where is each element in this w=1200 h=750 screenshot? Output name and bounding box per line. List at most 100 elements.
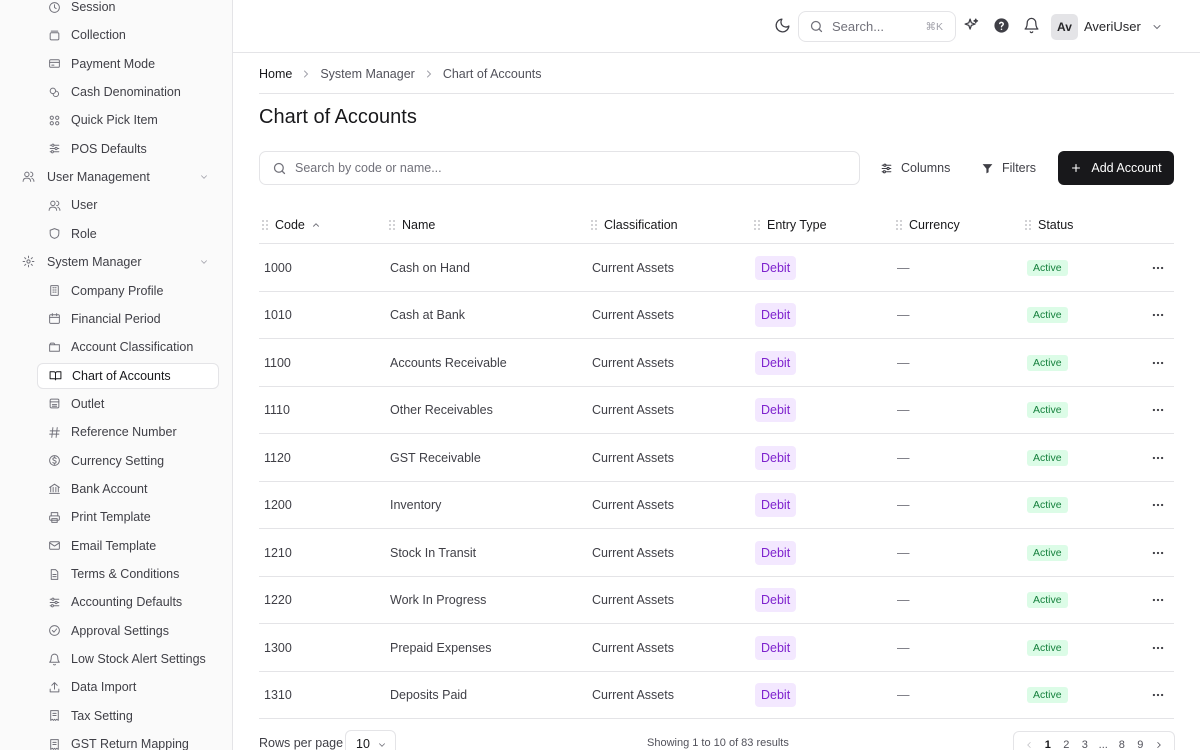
sidebar-item-terms-conditions[interactable]: Terms & Conditions: [37, 561, 219, 587]
filters-label: Filters: [1002, 161, 1037, 175]
sidebar-item-collection[interactable]: Collection: [37, 22, 219, 48]
sidebar-item-account-classification[interactable]: Account Classification: [37, 334, 219, 360]
table-row[interactable]: 1220 Work In Progress Current Assets Debit —…: [259, 577, 1174, 624]
sidebar-group-system-manager[interactable]: System Manager: [14, 249, 219, 275]
chevron-down-icon: [377, 740, 387, 750]
sidebar-item-role[interactable]: Role: [37, 221, 219, 247]
breadcrumb-system-manager[interactable]: System Manager: [320, 67, 415, 81]
cell-currency: —: [897, 450, 910, 465]
column-header-code[interactable]: Code: [261, 205, 321, 244]
sidebar-item-email-template[interactable]: Email Template: [37, 533, 219, 559]
page-button[interactable]: 9: [1137, 739, 1144, 750]
cell-entry-type: Debit: [755, 624, 797, 671]
bell-icon[interactable]: [1023, 17, 1040, 34]
more-actions-icon[interactable]: [1151, 624, 1165, 671]
table-row[interactable]: 1100 Accounts Receivable Current Assets Deb…: [259, 339, 1174, 387]
column-header-label: Currency: [909, 217, 960, 232]
drag-handle-icon[interactable]: [261, 219, 269, 231]
table-row[interactable]: 1300 Prepaid Expenses Current Assets Debit —…: [259, 624, 1174, 672]
more-actions-icon[interactable]: [1151, 482, 1165, 529]
moon-icon[interactable]: [774, 17, 791, 34]
table-row[interactable]: 1010 Cash at Bank Current Assets Debit — Acti…: [259, 292, 1174, 339]
more-actions-icon[interactable]: [1151, 577, 1165, 624]
sidebar-item-low-stock-alert-settings[interactable]: Low Stock Alert Settings: [37, 646, 219, 672]
sort-ascending-icon[interactable]: [311, 220, 321, 230]
sidebar-item-data-import[interactable]: Data Import: [37, 674, 219, 700]
table-row[interactable]: 1210 Stock In Transit Current Assets Debit —…: [259, 529, 1174, 577]
breadcrumb-home[interactable]: Home: [259, 67, 293, 81]
entry-type-badge: Debit: [755, 398, 797, 422]
drag-handle-icon[interactable]: [1024, 219, 1032, 231]
drag-handle-icon[interactable]: [753, 219, 761, 231]
sidebar-item-quick-pick-item[interactable]: Quick Pick Item: [37, 107, 219, 133]
column-header-name[interactable]: Name: [388, 205, 435, 244]
page-button[interactable]: 8: [1118, 739, 1125, 750]
sidebar-item-label: Quick Pick Item: [71, 113, 158, 128]
sidebar-item-cash-denomination[interactable]: Cash Denomination: [37, 79, 219, 105]
drag-handle-icon[interactable]: [590, 219, 598, 231]
chevron-right-icon[interactable]: [1150, 740, 1169, 750]
table-row[interactable]: 1120 GST Receivable Current Assets Debit — Ac…: [259, 434, 1174, 482]
columns-button[interactable]: Columns: [872, 151, 958, 185]
sidebar-item-pos-defaults[interactable]: POS Defaults: [37, 136, 219, 162]
page-button[interactable]: 3: [1081, 739, 1088, 750]
more-actions-icon[interactable]: [1151, 387, 1165, 434]
sidebar-item-chart-of-accounts[interactable]: Chart of Accounts: [37, 362, 219, 389]
page-button[interactable]: 2: [1063, 739, 1070, 750]
table-row[interactable]: 1200 Inventory Current Assets Debit — Active: [259, 482, 1174, 529]
more-actions-icon[interactable]: [1151, 292, 1165, 339]
avatar[interactable]: Av: [1051, 14, 1078, 40]
cell-code: 1000: [264, 260, 292, 275]
table-search-input[interactable]: [295, 161, 835, 175]
cell-entry-type: Debit: [755, 387, 797, 434]
add-account-button[interactable]: Add Account: [1058, 151, 1174, 185]
column-header-status[interactable]: Status: [1024, 205, 1073, 244]
sidebar-item-outlet[interactable]: Outlet: [37, 391, 219, 417]
more-actions-icon[interactable]: [1151, 529, 1165, 576]
drag-handle-icon[interactable]: [388, 219, 396, 231]
sidebar-item-approval-settings[interactable]: Approval Settings: [37, 618, 219, 644]
global-search[interactable]: Search... ⌘K: [798, 11, 956, 42]
sidebar-item-payment-mode[interactable]: Payment Mode: [37, 51, 219, 77]
drag-handle-icon[interactable]: [895, 219, 903, 231]
username[interactable]: AveriUser: [1084, 19, 1141, 34]
table-row[interactable]: 1310 Deposits Paid Current Assets Debit — Act…: [259, 672, 1174, 719]
rows-per-page-select[interactable]: 10: [345, 730, 396, 750]
column-header-classification[interactable]: Classification: [590, 205, 678, 244]
status-badge: Active: [1027, 354, 1068, 371]
users-icon: [47, 198, 61, 212]
more-actions-icon[interactable]: [1151, 244, 1165, 291]
sidebar-item-gst-return-mapping[interactable]: GST Return Mapping: [37, 731, 219, 750]
sidebar-item-bank-account[interactable]: Bank Account: [37, 476, 219, 502]
sidebar-item-reference-number[interactable]: Reference Number: [37, 419, 219, 445]
sidebar-item-financial-period[interactable]: Financial Period: [37, 306, 219, 332]
help-icon[interactable]: [993, 17, 1010, 34]
table-row[interactable]: 1000 Cash on Hand Current Assets Debit — Acti…: [259, 244, 1174, 292]
sidebar-item-tax-setting[interactable]: Tax Setting: [37, 703, 219, 729]
sidebar-group-label: System Manager: [47, 255, 142, 270]
book-icon: [48, 369, 62, 383]
column-header-currency[interactable]: Currency: [895, 205, 960, 244]
sidebar-item-company-profile[interactable]: Company Profile: [37, 278, 219, 304]
sidebar-item-session[interactable]: Session: [37, 0, 219, 20]
chevron-left-icon[interactable]: [1020, 740, 1039, 750]
table-row[interactable]: 1110 Other Receivables Current Assets Debit…: [259, 387, 1174, 434]
table-search[interactable]: [259, 151, 860, 185]
cell-currency: —: [897, 688, 910, 702]
column-header-entry-type[interactable]: Entry Type: [753, 205, 827, 244]
sidebar-item-print-template[interactable]: Print Template: [37, 504, 219, 530]
filters-button[interactable]: Filters: [973, 151, 1044, 185]
sidebar-group-user-management[interactable]: User Management: [14, 164, 219, 190]
chevron-down-icon[interactable]: [1151, 21, 1163, 33]
more-actions-icon[interactable]: [1151, 672, 1165, 719]
sidebar-item-accounting-defaults[interactable]: Accounting Defaults: [37, 589, 219, 615]
more-actions-icon[interactable]: [1151, 339, 1165, 386]
collection-icon: [47, 28, 61, 42]
sparkles-icon[interactable]: [963, 17, 980, 34]
sidebar-item-user[interactable]: User: [37, 192, 219, 218]
more-actions-icon[interactable]: [1151, 434, 1165, 481]
cell-currency: —: [897, 355, 910, 370]
cell-entry-type: Debit: [755, 577, 797, 624]
sidebar-item-currency-setting[interactable]: Currency Setting: [37, 448, 219, 474]
page-button[interactable]: 1: [1044, 739, 1051, 750]
